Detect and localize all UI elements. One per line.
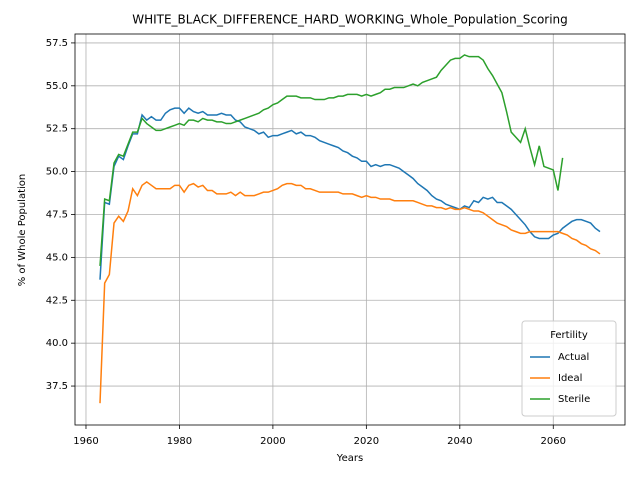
legend-title: Fertility (550, 330, 588, 341)
chart-title: WHITE_BLACK_DIFFERENCE_HARD_WORKING_Whol… (132, 13, 568, 27)
y-tick-label: 55.0 (46, 81, 68, 92)
legend-box (521, 320, 617, 417)
y-axis-label: % of Whole Population (17, 174, 28, 287)
x-tick-label: 2020 (354, 436, 379, 447)
x-tick-label: 2040 (447, 436, 472, 447)
series-line (99, 107, 601, 280)
y-tick-label: 52.5 (46, 124, 68, 135)
x-tick-label: 1980 (167, 436, 192, 447)
y-tick-label: 45.0 (46, 252, 68, 263)
plot-frame (74, 33, 626, 426)
y-tick-label: 57.5 (46, 38, 68, 49)
legend-label: Ideal (558, 373, 582, 384)
y-tick-label: 40.0 (46, 338, 68, 349)
y-tick-label: 47.5 (46, 209, 68, 220)
y-tick-label: 42.5 (46, 295, 68, 306)
legend: Fertility Actual Ideal Sterile (521, 320, 617, 417)
y-tick-label: 50.0 (46, 167, 68, 178)
legend-label: Sterile (558, 394, 590, 405)
x-tick-label: 1960 (73, 436, 98, 447)
x-tick-label: 2060 (541, 436, 566, 447)
series-line (99, 54, 564, 267)
y-tick-label: 37.5 (46, 381, 68, 392)
x-axis-label: Years (336, 453, 363, 464)
legend-label: Actual (558, 352, 589, 363)
x-tick-label: 2000 (260, 436, 285, 447)
series-line (99, 180, 601, 404)
